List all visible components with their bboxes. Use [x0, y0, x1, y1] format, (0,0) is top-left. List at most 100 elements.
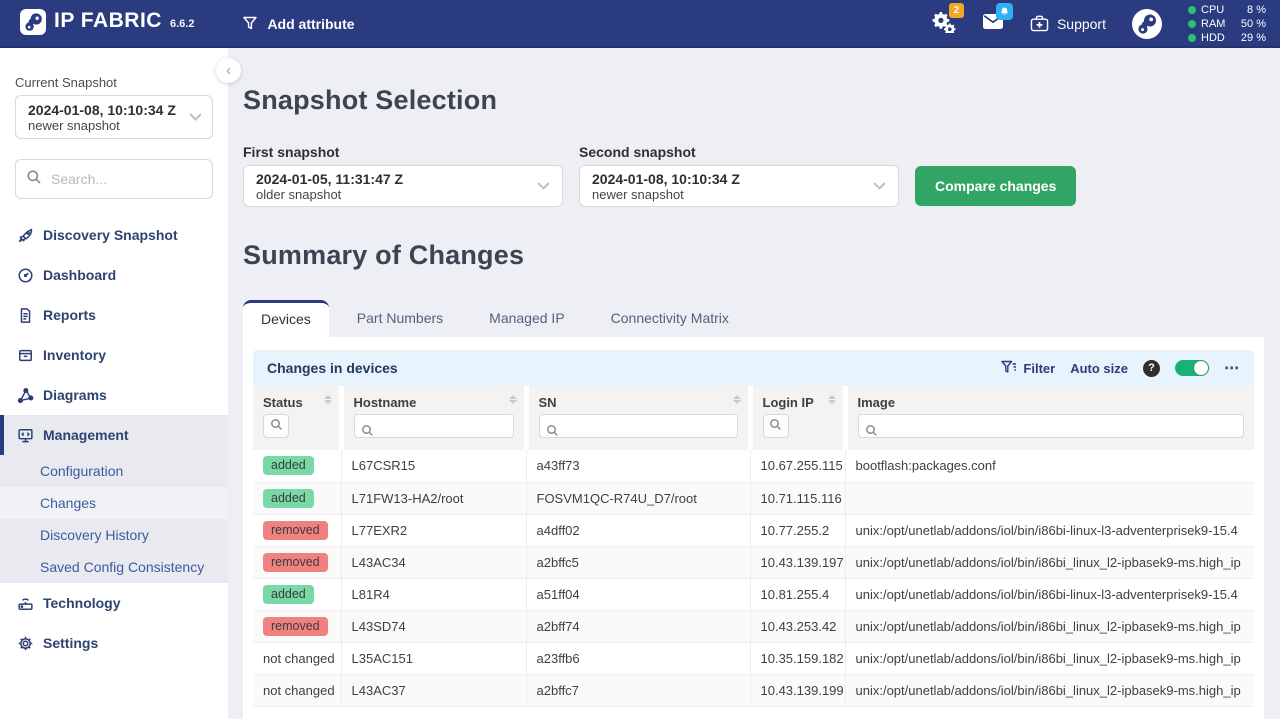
gears-icon [932, 11, 956, 38]
tab-part-numbers[interactable]: Part Numbers [356, 310, 444, 326]
auto-size-toggle[interactable] [1175, 360, 1209, 376]
sidebar-search [15, 159, 213, 199]
filter-input-sn[interactable] [538, 414, 738, 438]
filter-button-status[interactable] [263, 414, 289, 438]
sort-icon[interactable] [508, 395, 517, 404]
hostname-cell: L43AC37 [341, 674, 527, 707]
filter-input-image[interactable] [857, 414, 1244, 438]
second-snapshot-label: Second snapshot [579, 144, 696, 160]
brand[interactable]: IP FABRIC 6.6.2 [20, 8, 194, 40]
current-snapshot-sub: newer snapshot [28, 117, 120, 133]
table-row[interactable]: removed L43SD74 a2bff74 10.43.253.42 unix:/o… [253, 610, 1254, 643]
sidebar-item-reports[interactable]: Reports [0, 295, 228, 335]
sort-icon[interactable] [827, 395, 836, 404]
chevron-down-icon [189, 108, 202, 126]
column-header-hostname[interactable]: Hostname [341, 386, 529, 414]
table-row[interactable]: not changed L35AC151 a23ffb6 10.35.159.182 u… [253, 642, 1254, 675]
sidebar-item-changes[interactable]: Changes [0, 487, 228, 519]
add-attribute-button[interactable]: Add attribute [242, 15, 355, 34]
search-input[interactable] [51, 171, 202, 187]
sidebar-collapse-button[interactable]: ‹ [216, 58, 241, 83]
more-options-button[interactable]: ⋯ [1224, 360, 1240, 377]
sidebar-item-discovery-snapshot[interactable]: Discovery Snapshot [0, 215, 228, 255]
sidebar-item-inventory[interactable]: Inventory [0, 335, 228, 375]
status-badge: added [263, 488, 314, 508]
login-ip-cell: 10.71.115.116 [750, 482, 846, 515]
column-header-status[interactable]: Status [253, 386, 344, 414]
system-settings-button[interactable]: 2 [932, 2, 964, 38]
settings-badge: 2 [948, 2, 964, 18]
current-snapshot-value: 2024-01-08, 10:10:34 Z [28, 101, 176, 118]
filter-input-hostname[interactable] [353, 414, 514, 438]
stat-hdd: HDD 29 % [1188, 32, 1266, 45]
sn-cell: a2bff74 [526, 610, 751, 643]
changes-table: Status Hostname SN Login IP Image added L67CS… [253, 386, 1254, 707]
hostname-cell: L81R4 [341, 578, 527, 611]
user-avatar[interactable] [1132, 9, 1162, 39]
sidebar-item-saved-config-consistency[interactable]: Saved Config Consistency [40, 559, 205, 575]
summary-title: Summary of Changes [243, 240, 525, 270]
current-snapshot-select[interactable]: 2024-01-08, 10:10:34 Z newer snapshot [15, 95, 213, 139]
table-row[interactable]: not changed L43AC37 a2bffc7 10.43.139.199 un… [253, 674, 1254, 707]
sn-cell: a4dff02 [526, 514, 751, 547]
filter-button[interactable]: Filter [1001, 360, 1055, 377]
search-icon [769, 418, 782, 434]
chevron-down-icon [873, 177, 886, 195]
gear-icon [17, 635, 34, 652]
login-ip-cell: 10.67.255.115 [750, 450, 846, 483]
column-header-image[interactable]: Image [845, 386, 1254, 414]
sidebar-item-diagrams[interactable]: Diagrams [0, 375, 228, 415]
sidebar-item-discovery-history[interactable]: Discovery History [40, 527, 149, 543]
first-snapshot-select[interactable]: 2024-01-05, 11:31:47 Z older snapshot [243, 165, 563, 207]
status-dot-icon [1188, 6, 1196, 14]
status-dot-icon [1188, 34, 1196, 42]
main-content: ‹ Snapshot Selection First snapshot 2024… [216, 48, 1280, 719]
table-row[interactable]: removed L77EXR2 a4dff02 10.77.255.2 unix:/op… [253, 514, 1254, 547]
table-header-bar: Changes in devices Filter Auto size ? ⋯ [253, 350, 1254, 386]
sidebar-item-configuration[interactable]: Configuration [40, 463, 124, 479]
sidebar-item-technology[interactable]: Technology [0, 583, 228, 623]
column-header-login-ip[interactable]: Login IP [750, 386, 848, 414]
gauge-icon [17, 267, 34, 284]
image-cell: unix:/opt/unetlab/addons/iol/bin/i86bi_l… [845, 546, 1254, 579]
tab-connectivity-matrix[interactable]: Connectivity Matrix [610, 310, 729, 326]
table-row[interactable]: added L67CSR15 a43ff73 10.67.255.115 bootfla… [253, 450, 1254, 483]
monitor-icon [17, 427, 34, 444]
sidebar-item-dashboard[interactable]: Dashboard [0, 255, 228, 295]
sn-cell: a2bffc5 [526, 546, 751, 579]
chevron-down-icon [537, 177, 550, 195]
sn-cell: a23ffb6 [526, 642, 751, 675]
help-icon[interactable]: ? [1143, 359, 1160, 377]
table-row[interactable]: added L71FW13-HA2/root FOSVM1QC-R74U_D7/ro… [253, 482, 1254, 515]
table-row[interactable]: removed L43AC34 a2bffc5 10.43.139.197 unix:/… [253, 546, 1254, 579]
hostname-cell: L35AC151 [341, 642, 527, 675]
sidebar-item-management[interactable]: Management [0, 415, 228, 455]
changes-card: Changes in devices Filter Auto size ? ⋯ [243, 337, 1264, 719]
table-row[interactable]: added L81R4 a51ff04 10.81.255.4 unix:/opt/un… [253, 578, 1254, 611]
second-snapshot-select[interactable]: 2024-01-08, 10:10:34 Z newer snapshot [579, 165, 899, 207]
sn-cell: a51ff04 [526, 578, 751, 611]
sidebar-nav: Discovery Snapshot Dashboard Reports Invent… [0, 215, 228, 663]
tab-managed-ip[interactable]: Managed IP [489, 310, 565, 326]
search-icon [270, 418, 283, 434]
compare-changes-button[interactable]: Compare changes [915, 166, 1077, 206]
sort-icon[interactable] [323, 395, 332, 404]
sidebar-item-settings[interactable]: Settings [0, 623, 228, 663]
status-badge: removed [263, 616, 328, 636]
support-button[interactable]: Support [1030, 14, 1106, 35]
messages-button[interactable] [982, 3, 1013, 35]
tab-devices[interactable]: Devices [243, 300, 329, 337]
table-title: Changes in devices [267, 360, 398, 376]
login-ip-cell: 10.35.159.182 [750, 642, 846, 675]
status-badge: added [263, 584, 314, 604]
filter-button-login-ip[interactable] [762, 414, 789, 438]
document-icon [17, 307, 34, 324]
column-header-sn[interactable]: SN [526, 386, 753, 414]
status-badge: added [263, 456, 314, 476]
hostname-cell: L77EXR2 [341, 514, 527, 547]
sort-icon[interactable] [732, 395, 741, 404]
sidebar: Current Snapshot 2024-01-08, 10:10:34 Z … [0, 48, 228, 719]
auto-size-label[interactable]: Auto size [1070, 360, 1128, 376]
status-badge: removed [263, 520, 328, 540]
